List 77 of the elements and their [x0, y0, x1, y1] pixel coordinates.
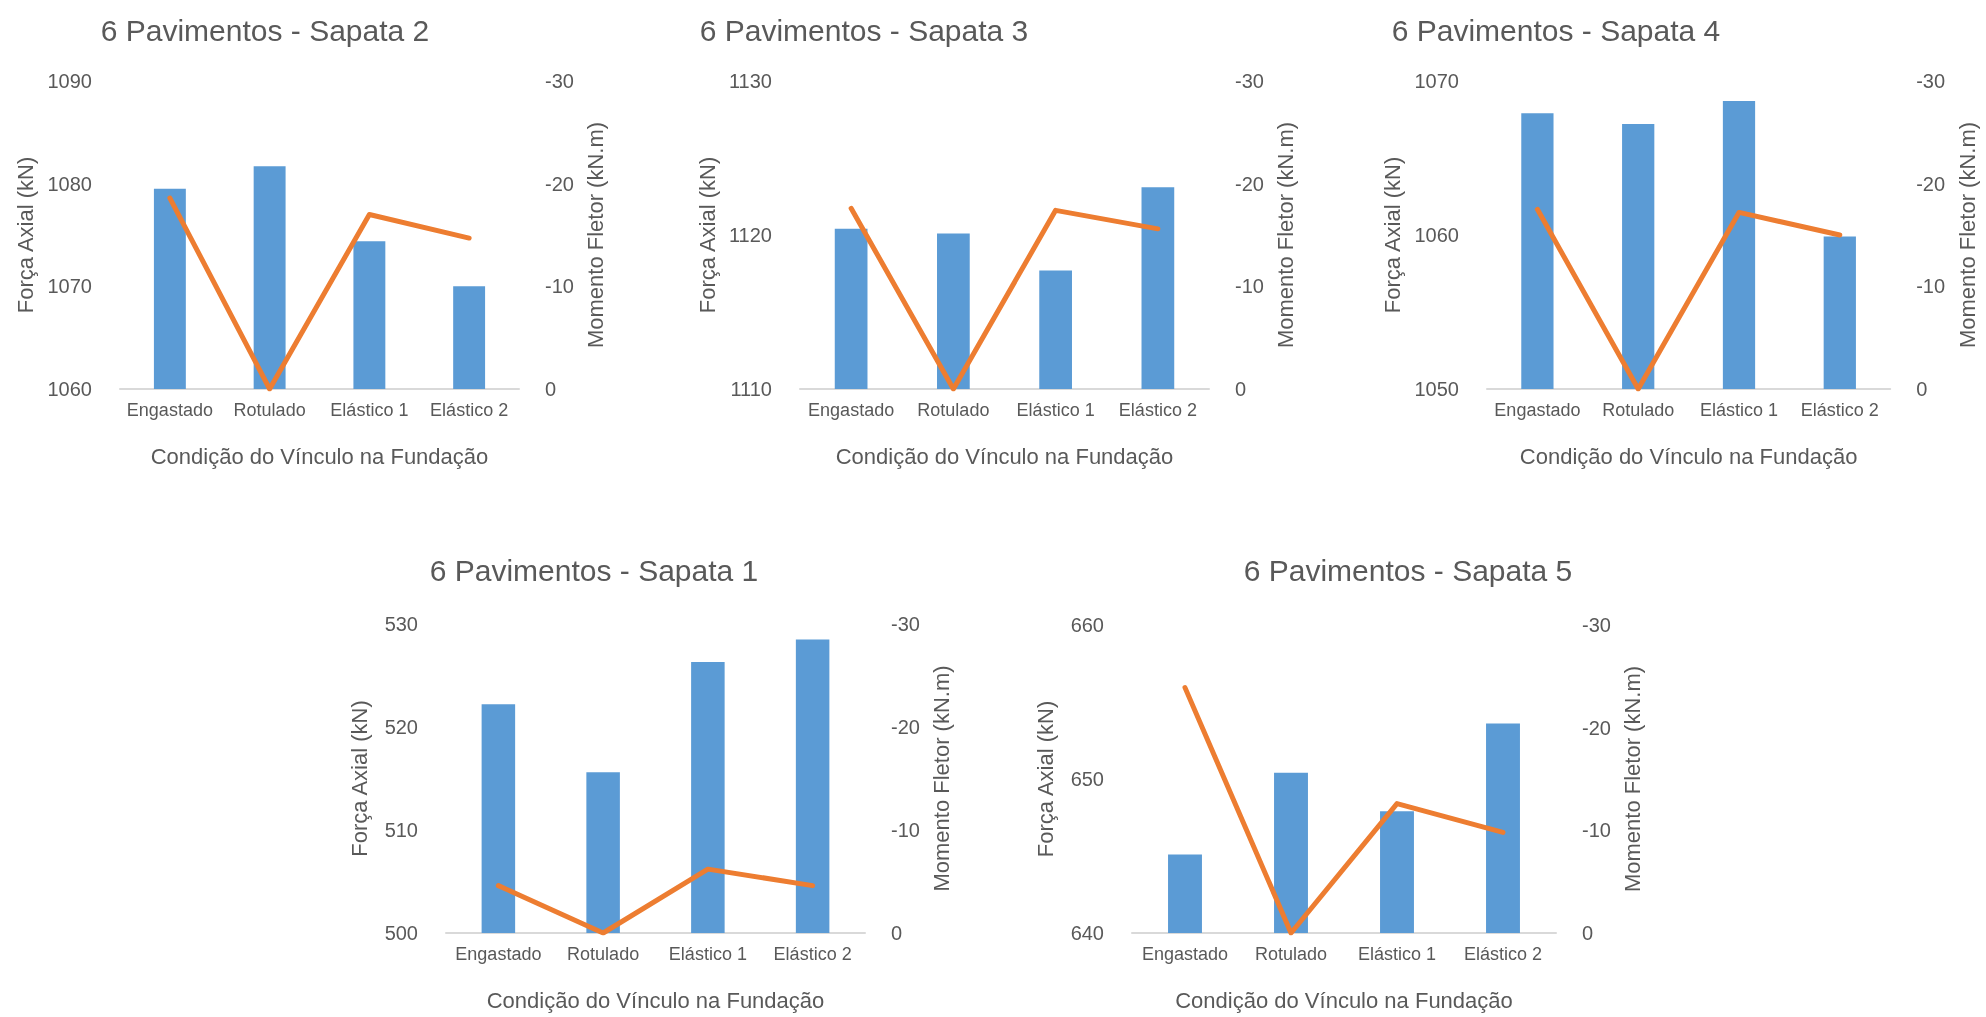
chart-title: 6 Pavimentos - Sapata 1 [429, 553, 759, 587]
y2-tick-label: 0 [891, 922, 903, 944]
y2-axis-title: Momento Fletor (kN.m) [1954, 121, 1980, 349]
y2-tick-label: -30 [1582, 614, 1611, 636]
y-tick-label: 1090 [47, 70, 92, 92]
y-tick-label: 1080 [47, 172, 92, 195]
y2-axis-title: Momento Fletor (kN.m) [583, 121, 609, 349]
y-axis-title: Força Axial (kN) [13, 156, 39, 314]
x-tick-label: Elástico 2 [773, 944, 852, 964]
x-tick-label: Elástico 2 [1463, 944, 1543, 964]
y2-tick-label: -30 [1235, 70, 1264, 92]
x-tick-label: Elástico 1 [1357, 944, 1437, 964]
y-tick-label: 650 [1070, 768, 1104, 790]
y-tick-label: 1050 [1414, 378, 1459, 400]
y-axis-title: Força Axial (kN) [694, 156, 720, 314]
y-axis-title: Força Axial (kN) [346, 700, 372, 857]
y-tick-label: 520 [384, 716, 418, 738]
y-tick-label: 530 [384, 613, 418, 635]
y-axis-title: Força Axial (kN) [1032, 700, 1058, 858]
x-tick-label: Engastado [126, 400, 213, 420]
y2-tick-label: -10 [891, 819, 920, 841]
y2-tick-label: -30 [545, 70, 574, 92]
y2-tick-label: -20 [1582, 716, 1611, 739]
y2-tick-label: -10 [1235, 275, 1264, 298]
x-tick-label: Elástico 1 [668, 944, 747, 964]
x-tick-label: Rotulado [1254, 944, 1328, 964]
y-tick-label: 1070 [1414, 70, 1459, 92]
y2-tick-label: 0 [545, 378, 557, 400]
y2-axis-title: Momento Fletor (kN.m) [929, 665, 955, 892]
y-tick-label: 1120 [728, 224, 772, 246]
chart-title: 6 Pavimentos - Sapata 4 [1391, 13, 1721, 47]
y2-tick-label: -20 [545, 172, 574, 195]
y2-tick-label: -30 [1916, 70, 1946, 92]
x-axis-title: Condição do Vínculo na Fundação [1519, 443, 1858, 469]
chart-title: 6 Pavimentos - Sapata 3 [699, 13, 1029, 47]
y-tick-label: 1130 [728, 70, 772, 92]
x-tick-label: Elástico 1 [330, 400, 409, 420]
x-axis-title: Condição do Vínculo na Fundação [150, 443, 489, 469]
y-tick-label: 1070 [47, 275, 92, 298]
y2-tick-label: -30 [891, 613, 920, 635]
y2-axis-title: Momento Fletor (kN.m) [1273, 121, 1299, 349]
y2-tick-label: -10 [1916, 275, 1946, 298]
x-axis-title: Condição do Vínculo na Fundação [486, 987, 825, 1013]
y-tick-label: 1060 [47, 378, 92, 400]
y2-tick-label: -20 [1235, 172, 1264, 195]
x-tick-label: Rotulado [233, 400, 306, 420]
x-axis-title: Condição do Vínculo na Fundação [1175, 987, 1513, 1013]
y2-tick-label: -20 [1916, 172, 1946, 195]
y2-tick-label: 0 [1916, 378, 1928, 400]
x-tick-label: Rotulado [917, 400, 990, 420]
y-tick-label: 1060 [1414, 224, 1459, 246]
y-axis-title: Força Axial (kN) [1380, 156, 1406, 314]
x-tick-label: Engastado [1141, 944, 1229, 964]
y2-tick-label: 0 [1235, 378, 1247, 400]
x-tick-label: Rotulado [1602, 400, 1675, 420]
x-tick-label: Engastado [808, 400, 895, 420]
y-tick-label: 510 [384, 819, 418, 841]
y-tick-label: 1110 [730, 378, 772, 400]
y2-axis-title: Momento Fletor (kN.m) [1620, 665, 1646, 893]
x-tick-label: Engastado [1494, 400, 1581, 420]
y-tick-label: 500 [384, 922, 418, 944]
x-tick-label: Elástico 2 [430, 400, 509, 420]
chart-title: 6 Pavimentos - Sapata 2 [100, 13, 430, 47]
x-tick-label: Elástico 1 [1016, 400, 1095, 420]
y2-tick-label: -10 [545, 275, 574, 298]
x-tick-label: Engastado [455, 944, 542, 964]
y2-tick-label: 0 [1582, 922, 1594, 944]
y-tick-label: 660 [1070, 614, 1104, 636]
x-axis-title: Condição do Vínculo na Fundação [835, 443, 1174, 469]
y2-tick-label: -20 [891, 716, 920, 738]
x-tick-label: Elástico 1 [1699, 400, 1779, 420]
y-tick-label: 640 [1070, 922, 1104, 944]
x-tick-label: Elástico 2 [1800, 400, 1879, 420]
x-tick-label: Elástico 2 [1118, 400, 1197, 420]
chart-title: 6 Pavimentos - Sapata 5 [1243, 553, 1573, 587]
y2-tick-label: -10 [1582, 819, 1611, 842]
x-tick-label: Rotulado [567, 944, 640, 964]
